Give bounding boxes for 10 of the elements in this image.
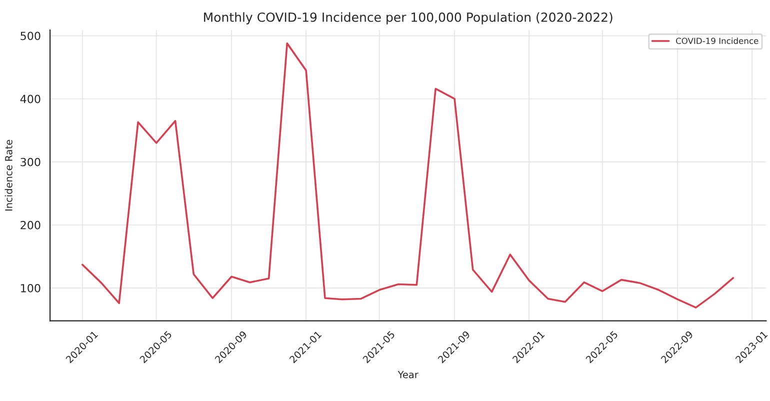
y-tick-label: 200 — [20, 220, 40, 230]
y-tick-label: 400 — [20, 94, 40, 104]
y-axis-title: Incidence Rate — [4, 140, 12, 211]
legend-label: COVID-19 Incidence — [676, 38, 758, 44]
x-axis-title: Year — [398, 371, 418, 378]
y-tick-label: 100 — [21, 284, 40, 292]
line-series — [82, 42, 734, 308]
y-tick-label: 300 — [20, 158, 40, 166]
chart-title: Monthly COVID-19 Incidence per 100,000 Population (2020-2022) — [204, 12, 612, 24]
y-tick-label: 500 — [20, 32, 40, 40]
